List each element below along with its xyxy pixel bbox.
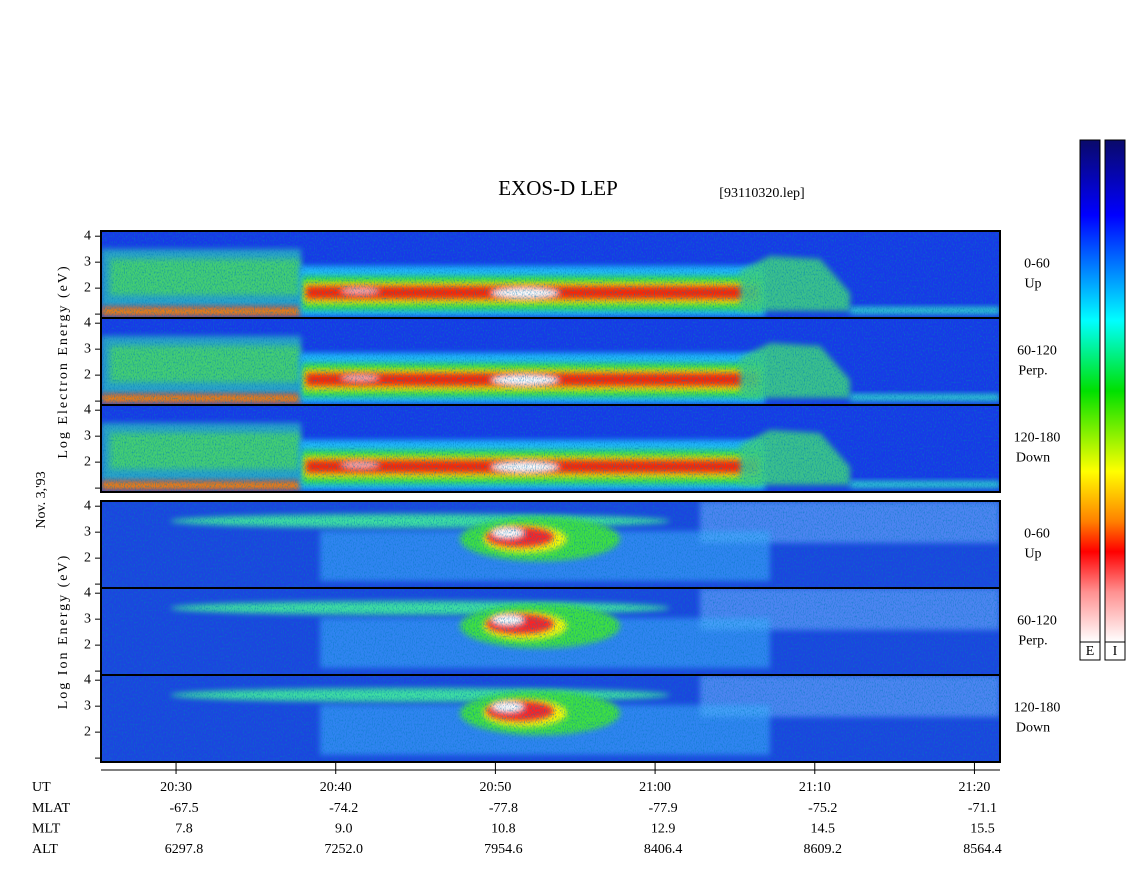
ephemeris-value: -74.2 xyxy=(329,801,358,816)
panel-angle: 0-60 xyxy=(1024,527,1050,542)
y-tick-label: 3 xyxy=(84,698,91,713)
ephemeris-value: 12.9 xyxy=(651,822,676,837)
colorbar-label: I xyxy=(1113,644,1118,659)
date-label: Nov. 3,'93 xyxy=(34,471,49,528)
ephemeris-value: 15.5 xyxy=(970,822,995,837)
x-tick-label: 20:40 xyxy=(320,780,352,795)
panel-direction: Up xyxy=(1024,277,1041,292)
ephemeris-value: 7954.6 xyxy=(484,842,523,857)
colorbar-label-box xyxy=(1104,641,1126,661)
spectrogram-panel xyxy=(101,675,1000,762)
panel-angle: 60-120 xyxy=(1017,614,1057,629)
spectrogram-panel xyxy=(101,405,1000,492)
ephemeris-value: -75.2 xyxy=(808,801,837,816)
y-tick-label: 4 xyxy=(84,402,91,417)
ephemeris-value: 8406.4 xyxy=(644,842,683,857)
ephemeris-value: 7.8 xyxy=(175,822,193,837)
y-tick-label: 2 xyxy=(84,280,91,295)
x-tick-label: 21:10 xyxy=(799,780,831,795)
noise xyxy=(101,675,1000,762)
noise xyxy=(101,501,1000,588)
ephemeris-value: -67.5 xyxy=(169,801,198,816)
y-tick-label: 3 xyxy=(84,428,91,443)
panel-frame xyxy=(100,404,1001,493)
ephemeris-value: 8609.2 xyxy=(804,842,843,857)
y-tick-label: 2 xyxy=(84,724,91,739)
spectrogram-panel xyxy=(101,588,1000,675)
axis-label: Log Ion Energy (eV) xyxy=(56,554,71,710)
noise xyxy=(101,588,1000,675)
ephemeris-value: 10.8 xyxy=(491,822,516,837)
ephemeris-name: MLT xyxy=(32,822,61,837)
y-tick-label: 4 xyxy=(84,315,91,330)
ephemeris-value: 6297.8 xyxy=(165,842,204,857)
y-tick-label: 4 xyxy=(84,498,91,513)
y-tick-label: 3 xyxy=(84,611,91,626)
spectrogram-panel xyxy=(101,231,1000,318)
panel-direction: Down xyxy=(1016,451,1050,466)
colorbar-label-box xyxy=(1079,641,1101,661)
noise xyxy=(101,318,1000,405)
panel-direction: Perp. xyxy=(1018,364,1047,379)
panel-angle: 0-60 xyxy=(1024,257,1050,272)
x-tick-label: 21:00 xyxy=(639,780,671,795)
panel-angle: 120-180 xyxy=(1014,701,1061,716)
panel-angle: 60-120 xyxy=(1017,344,1057,359)
ephemeris-value: 8564.4 xyxy=(963,842,1002,857)
y-tick-label: 3 xyxy=(84,341,91,356)
x-tick-label: 20:30 xyxy=(160,780,192,795)
colorbar xyxy=(1104,139,1126,643)
x-tick-label: 21:20 xyxy=(959,780,991,795)
ephemeris-name: ALT xyxy=(32,842,58,857)
panel-direction: Up xyxy=(1024,547,1041,562)
y-tick-label: 4 xyxy=(84,672,91,687)
ephemeris-value: -77.8 xyxy=(489,801,518,816)
panel-direction: Perp. xyxy=(1018,634,1047,649)
colorbar xyxy=(1079,139,1101,643)
y-tick-label: 4 xyxy=(84,585,91,600)
x-tick-label: 20:50 xyxy=(479,780,511,795)
axis-label: Log Electron Energy (eV) xyxy=(56,264,71,458)
chart-title: EXOS-D LEP xyxy=(498,176,618,200)
y-tick-label: 4 xyxy=(84,228,91,243)
spectrogram-panel xyxy=(101,501,1000,588)
y-tick-label: 3 xyxy=(84,254,91,269)
x-axis-label: UT xyxy=(32,780,51,795)
y-tick-label: 2 xyxy=(84,454,91,469)
ephemeris-name: MLAT xyxy=(32,801,71,816)
y-tick-label: 2 xyxy=(84,367,91,382)
y-tick-label: 2 xyxy=(84,550,91,565)
ephemeris-value: -71.1 xyxy=(968,801,997,816)
ephemeris-value: 14.5 xyxy=(811,822,836,837)
ephemeris-value: -77.9 xyxy=(649,801,678,816)
spectrogram-panel xyxy=(101,318,1000,405)
panel-frame xyxy=(100,674,1001,763)
y-tick-label: 2 xyxy=(84,637,91,652)
ephemeris-value: 9.0 xyxy=(335,822,353,837)
y-tick-label: 3 xyxy=(84,524,91,539)
noise xyxy=(101,405,1000,492)
panel-angle: 120-180 xyxy=(1014,431,1061,446)
noise xyxy=(101,231,1000,318)
colorbar-label: E xyxy=(1086,644,1095,659)
file-label: [93110320.lep] xyxy=(719,186,804,201)
ephemeris-value: 7252.0 xyxy=(324,842,363,857)
panel-direction: Down xyxy=(1016,721,1050,736)
